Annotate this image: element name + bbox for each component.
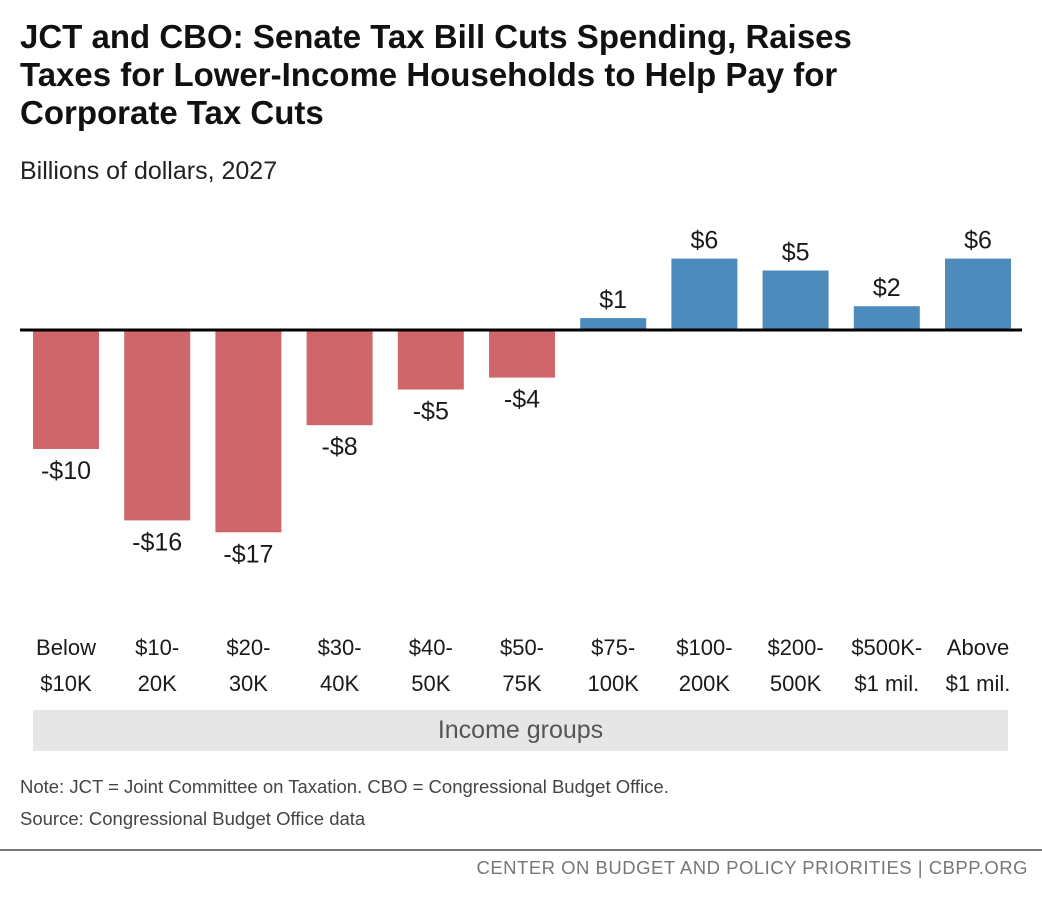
x-tick-label: 50K — [411, 671, 450, 696]
bar — [124, 330, 191, 521]
x-tick-label: $100- — [676, 635, 732, 660]
bar — [306, 330, 373, 426]
footer-divider — [0, 849, 1042, 851]
x-tick-label: 200K — [679, 671, 731, 696]
x-tick-label: 40K — [320, 671, 359, 696]
bar — [215, 330, 282, 533]
footer-credit: CENTER ON BUDGET AND POLICY PRIORITIES |… — [476, 857, 1028, 878]
x-tick-label: $40- — [409, 635, 453, 660]
chart-title: JCT and CBO: Senate Tax Bill Cuts Spendi… — [20, 18, 1020, 132]
x-tick-label: $20- — [226, 635, 270, 660]
x-tick-label: Below — [36, 635, 96, 660]
bar — [853, 306, 920, 330]
x-tick-label: 100K — [588, 671, 640, 696]
data-label: $5 — [782, 239, 810, 267]
bar — [489, 330, 555, 378]
data-label: -$5 — [413, 398, 449, 426]
bar — [762, 270, 829, 330]
chart-title-line: Corporate Tax Cuts — [20, 94, 324, 131]
note-text: Note: JCT = Joint Committee on Taxation.… — [20, 776, 669, 797]
x-tick-label: $75- — [591, 635, 635, 660]
x-tick-label: $10K — [40, 671, 92, 696]
chart-title-line: JCT and CBO: Senate Tax Bill Cuts Spendi… — [20, 18, 852, 55]
x-tick-label: $200- — [767, 635, 823, 660]
bar — [397, 330, 464, 390]
bar — [945, 258, 1011, 330]
chart-subtitle: Billions of dollars, 2027 — [20, 157, 278, 185]
x-tick-label: $1 mil. — [946, 671, 1011, 696]
x-tick-label: $500K- — [851, 635, 922, 660]
x-tick-label: $10- — [135, 635, 179, 660]
x-tick-label: 30K — [229, 671, 268, 696]
x-tick-label: 75K — [502, 671, 541, 696]
data-label: -$8 — [322, 433, 358, 461]
bar-chart: -$10 Below $10K -$16 $10- 20K -$17 $20- 30K -$8 $3… — [20, 227, 1022, 696]
x-axis-title: Income groups — [33, 710, 1008, 751]
x-tick-label: Above — [947, 635, 1009, 660]
data-label: -$10 — [41, 457, 91, 485]
x-tick-label: 20K — [138, 671, 177, 696]
x-tick-label: $30- — [318, 635, 362, 660]
bar — [33, 330, 99, 449]
bar — [671, 258, 738, 330]
x-tick-label: $50- — [500, 635, 544, 660]
data-label: $6 — [964, 227, 992, 255]
data-label: -$17 — [223, 540, 273, 568]
data-label: -$16 — [132, 528, 182, 556]
chart-title-line: Taxes for Lower-Income Households to Hel… — [20, 56, 838, 93]
data-label: $1 — [599, 286, 627, 314]
x-tick-label: 500K — [770, 671, 822, 696]
data-label: $2 — [873, 274, 901, 302]
source-text: Source: Congressional Budget Office data — [20, 808, 366, 829]
data-label: -$4 — [504, 386, 540, 414]
bar — [580, 318, 647, 330]
x-tick-label: $1 mil. — [854, 671, 919, 696]
data-label: $6 — [690, 227, 718, 255]
